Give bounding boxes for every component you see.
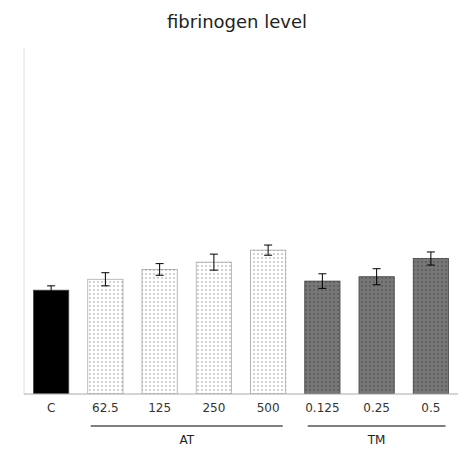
group-underline [91, 426, 283, 427]
error-cap [427, 251, 435, 252]
error-cap [373, 284, 381, 285]
error-cap [264, 255, 272, 256]
bar [88, 279, 123, 394]
bar [196, 262, 231, 394]
bar-hatch [142, 269, 177, 394]
bar-hatch [305, 281, 340, 394]
x-tick-label: 500 [257, 401, 280, 415]
error-stem [213, 254, 214, 270]
bar-hatch [413, 259, 448, 394]
bar-hatch [250, 250, 285, 394]
group-underline [308, 426, 446, 427]
x-tick-label: 62.5 [92, 401, 119, 415]
bar-hatch [359, 277, 394, 394]
bar [359, 277, 394, 394]
error-bar [47, 286, 55, 295]
error-cap [210, 270, 218, 271]
error-stem [376, 269, 377, 285]
bar-hatch [88, 279, 123, 394]
error-cap [318, 273, 326, 274]
error-bar [427, 252, 435, 265]
bar [142, 269, 177, 394]
error-stem [430, 252, 431, 265]
error-cap [47, 294, 55, 295]
x-tick-label: 0.5 [421, 401, 440, 415]
x-tick-label: C [47, 401, 55, 415]
error-cap [101, 285, 109, 286]
error-stem [159, 264, 160, 276]
error-bar [156, 264, 164, 276]
title: fibrinogen level [167, 11, 307, 32]
bars [33, 245, 448, 394]
x-tick-label: 125 [148, 401, 171, 415]
error-bar [210, 254, 218, 270]
x-axis-line [24, 394, 458, 395]
bar [413, 259, 448, 394]
error-bar [264, 245, 272, 255]
bar [250, 250, 285, 394]
error-cap [101, 272, 109, 273]
error-stem [268, 245, 269, 255]
error-cap [156, 263, 164, 264]
error-cap [318, 288, 326, 289]
error-stem [105, 273, 106, 286]
x-tick-label: 0.25 [363, 401, 390, 415]
x-tick-label: 250 [202, 401, 225, 415]
group-label: AT [179, 433, 194, 447]
error-cap [264, 245, 272, 246]
error-stem [51, 286, 52, 295]
group-label: TM [367, 433, 386, 447]
bar [33, 290, 68, 394]
bar [305, 281, 340, 394]
y-range-line [24, 48, 25, 394]
x-tick-label: 0.125 [305, 401, 339, 415]
error-bar [318, 274, 326, 289]
error-cap [427, 265, 435, 266]
bar-hatch [196, 262, 231, 394]
chart: fibrinogen level C 62.5 125 250 500 0.125 0.25 0… [0, 0, 474, 474]
error-cap [210, 254, 218, 255]
error-cap [156, 275, 164, 276]
error-cap [47, 285, 55, 286]
error-stem [322, 274, 323, 289]
error-bar [101, 273, 109, 286]
error-cap [373, 268, 381, 269]
error-bar [373, 269, 381, 285]
